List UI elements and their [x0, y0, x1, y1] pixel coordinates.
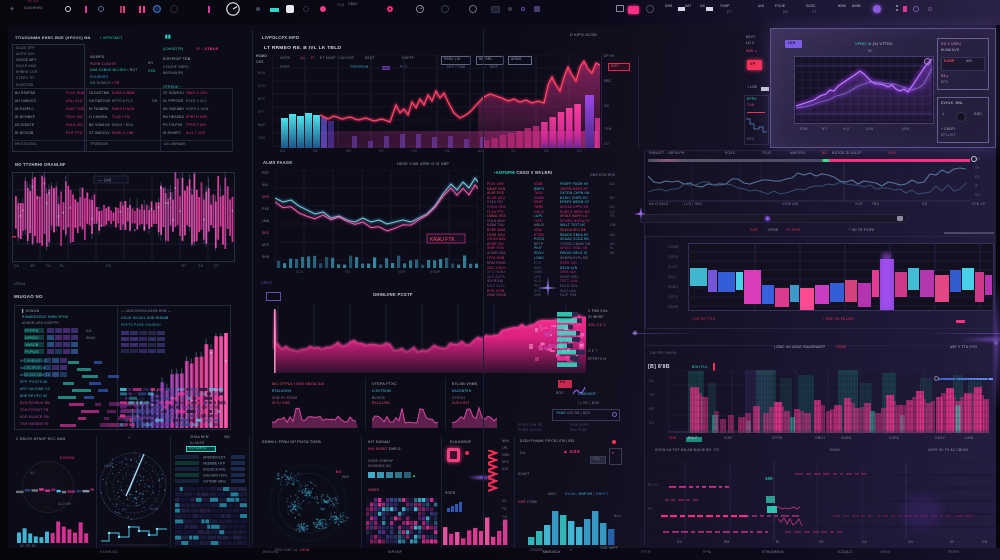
svg-text:ARDNEB EDT: ARDNEB EDT — [203, 456, 226, 460]
svg-text:KRAU FTK: KRAU FTK — [430, 237, 455, 243]
svg-text:DPKEC: DPKEC — [25, 335, 39, 340]
svg-text:VASCB: VASCB — [25, 342, 39, 347]
svg-text:PTPPS: PTPPS — [25, 328, 38, 333]
svg-text:489: 489 — [765, 476, 773, 481]
svg-text:— 240: — 240 — [98, 178, 112, 183]
svg-text:OUTBBF MEG: OUTBBF MEG — [203, 480, 226, 484]
svg-text:SOGUCD ANL: SOGUCD ANL — [203, 468, 226, 472]
svg-text:HEEBBE HTP: HEEBBE HTP — [203, 462, 226, 466]
svg-text:PLPUG: PLPUG — [25, 349, 39, 354]
svg-text:GGLNMV HGG: GGLNMV HGG — [203, 474, 227, 478]
